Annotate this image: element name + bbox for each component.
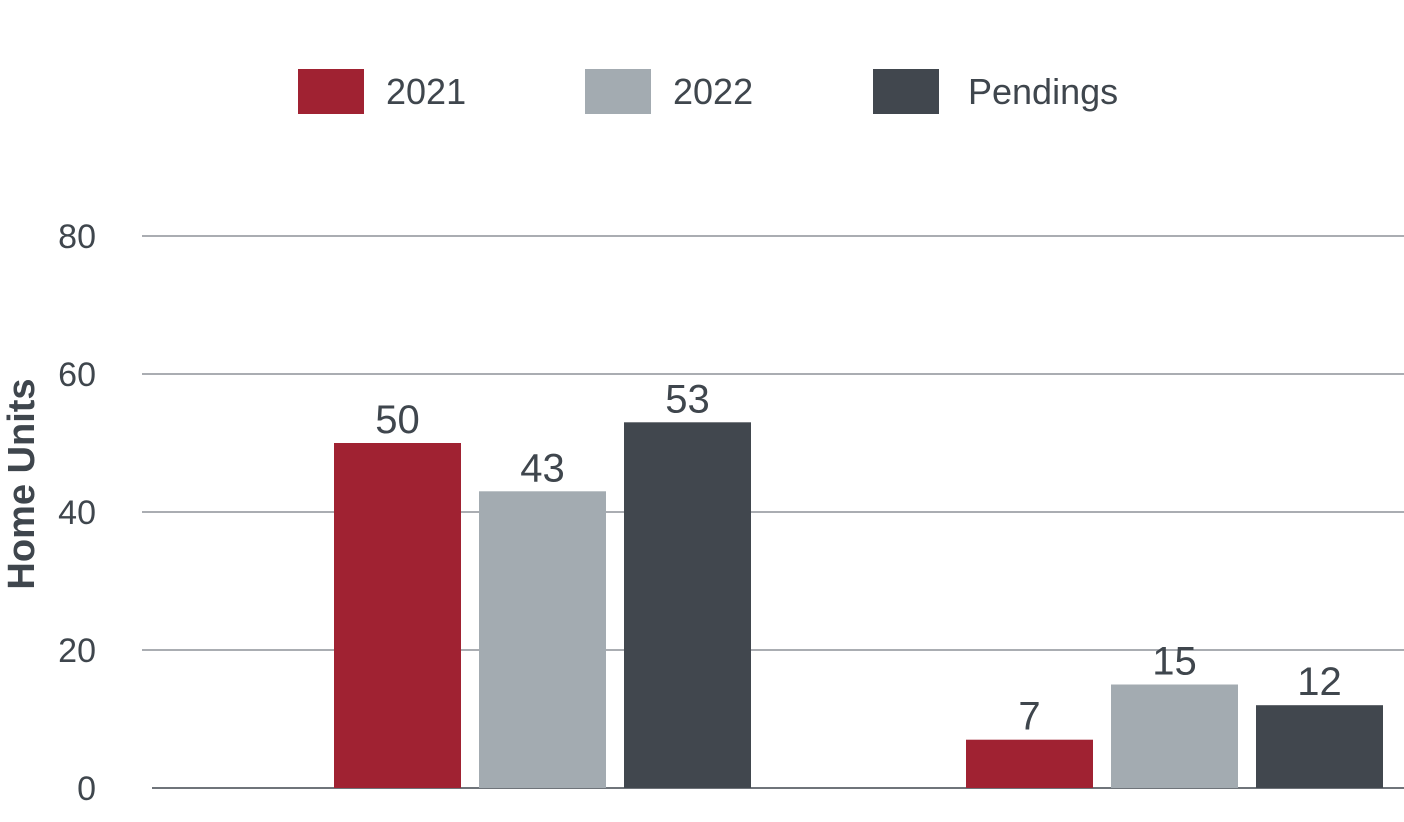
data-label-pendings-2: 12 <box>1297 660 1342 704</box>
bar-2022-1 <box>479 491 606 788</box>
bar-2021-2 <box>966 739 1093 788</box>
y-tick-label: 20 <box>58 632 96 670</box>
legend-label-2022: 2022 <box>673 71 753 112</box>
bar-2021-1 <box>334 443 461 788</box>
data-label-2022-1: 43 <box>520 446 565 490</box>
y-tick-label: 60 <box>58 356 96 394</box>
legend-label-2021: 2021 <box>386 71 466 112</box>
bar-2022-2 <box>1111 684 1238 788</box>
legend-swatch-2022 <box>585 69 651 114</box>
y-axis-title: Home Units <box>1 378 43 589</box>
legend-swatch-2021 <box>298 69 364 114</box>
y-axis-ticks: 0 20 40 60 80 <box>58 218 96 808</box>
bar-pendings-2 <box>1256 705 1383 788</box>
y-tick-label: 0 <box>77 770 96 808</box>
data-label-pendings-1: 53 <box>665 377 710 421</box>
data-labels: 50 43 53 7 15 12 <box>375 377 1342 738</box>
data-label-2021-1: 50 <box>375 398 420 442</box>
y-tick-label: 40 <box>58 494 96 532</box>
legend-label-pendings: Pendings <box>968 71 1118 112</box>
y-tick-label: 80 <box>58 218 96 256</box>
data-label-2021-2: 7 <box>1018 695 1040 739</box>
legend-swatch-pendings <box>873 69 939 114</box>
bar-pendings-1 <box>624 422 751 788</box>
data-label-2022-2: 15 <box>1152 640 1197 684</box>
bars <box>334 422 1383 788</box>
legend: 2021 2022 Pendings <box>298 69 1118 114</box>
